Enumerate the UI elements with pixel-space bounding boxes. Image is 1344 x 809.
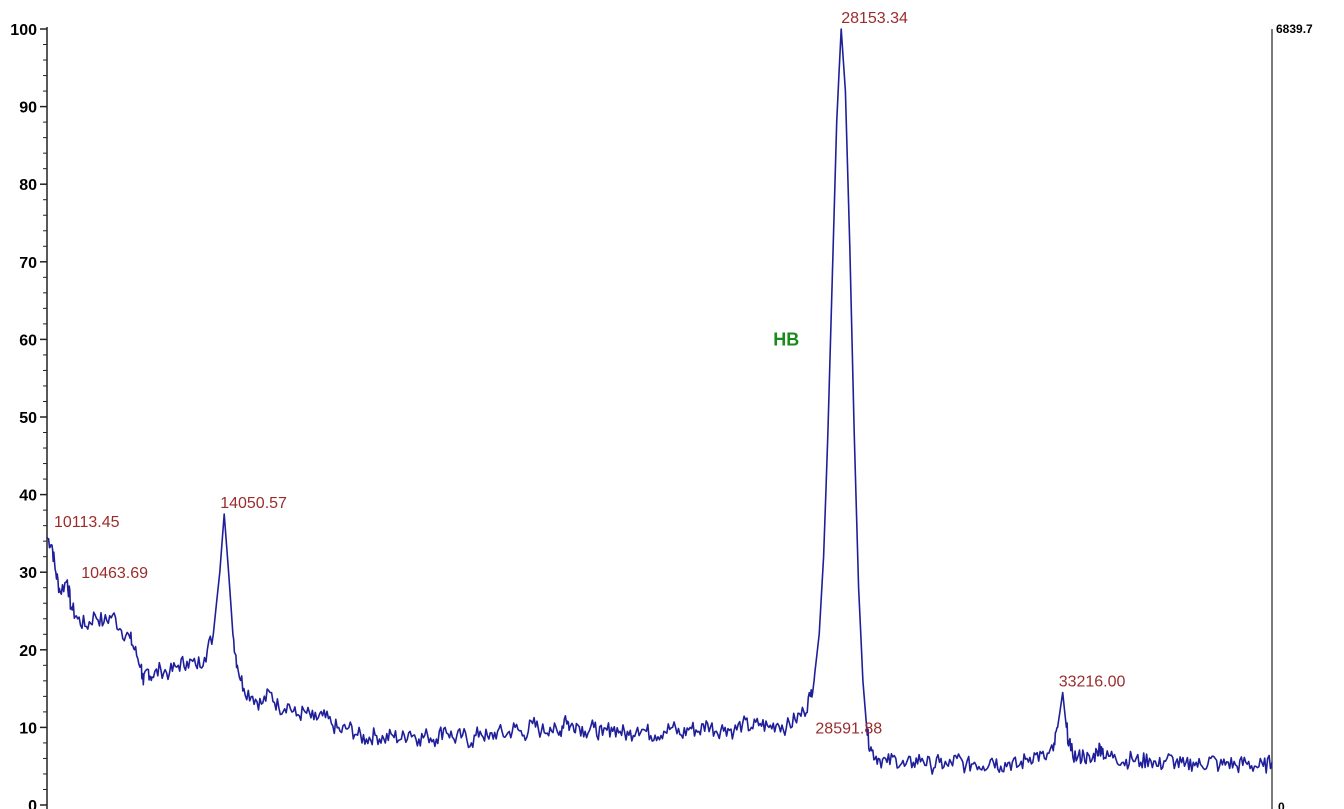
- right-axis-min-label: 0: [1278, 800, 1285, 809]
- peak-label: 14050.57: [220, 495, 287, 512]
- peak-label: 33216.00: [1059, 673, 1126, 690]
- peak-label: 10463.69: [81, 565, 148, 582]
- y-axis: 0 10 20 30 40 50 60 70 80 90 100: [10, 22, 48, 809]
- sample-annotation: HB: [773, 329, 799, 349]
- peak-label: 28591.88: [815, 721, 882, 738]
- right-axis: 6839.7 0: [1271, 22, 1313, 809]
- y-tick-label: 80: [19, 177, 37, 194]
- peak-label: 10113.45: [54, 514, 120, 531]
- y-tick-label: 10: [19, 720, 37, 737]
- plot-area: [46, 28, 1273, 775]
- y-tick-label: 70: [19, 255, 37, 272]
- y-tick-label: 50: [19, 410, 37, 427]
- y-tick-label: 100: [10, 22, 37, 39]
- spectrum-line: [46, 28, 1273, 775]
- y-tick-label: 60: [19, 332, 37, 349]
- y-tick-label: 40: [19, 488, 37, 505]
- peak-labels: 10113.45 10463.69 14050.57 28153.34 28591.88…: [54, 10, 1126, 738]
- y-tick-label: 30: [19, 565, 37, 582]
- peak-label: 28153.34: [841, 10, 908, 27]
- right-axis-max-label: 6839.7: [1276, 22, 1313, 36]
- y-tick-label: 90: [19, 100, 37, 117]
- y-tick-label: 20: [19, 643, 37, 660]
- y-tick-label: 0: [28, 798, 37, 809]
